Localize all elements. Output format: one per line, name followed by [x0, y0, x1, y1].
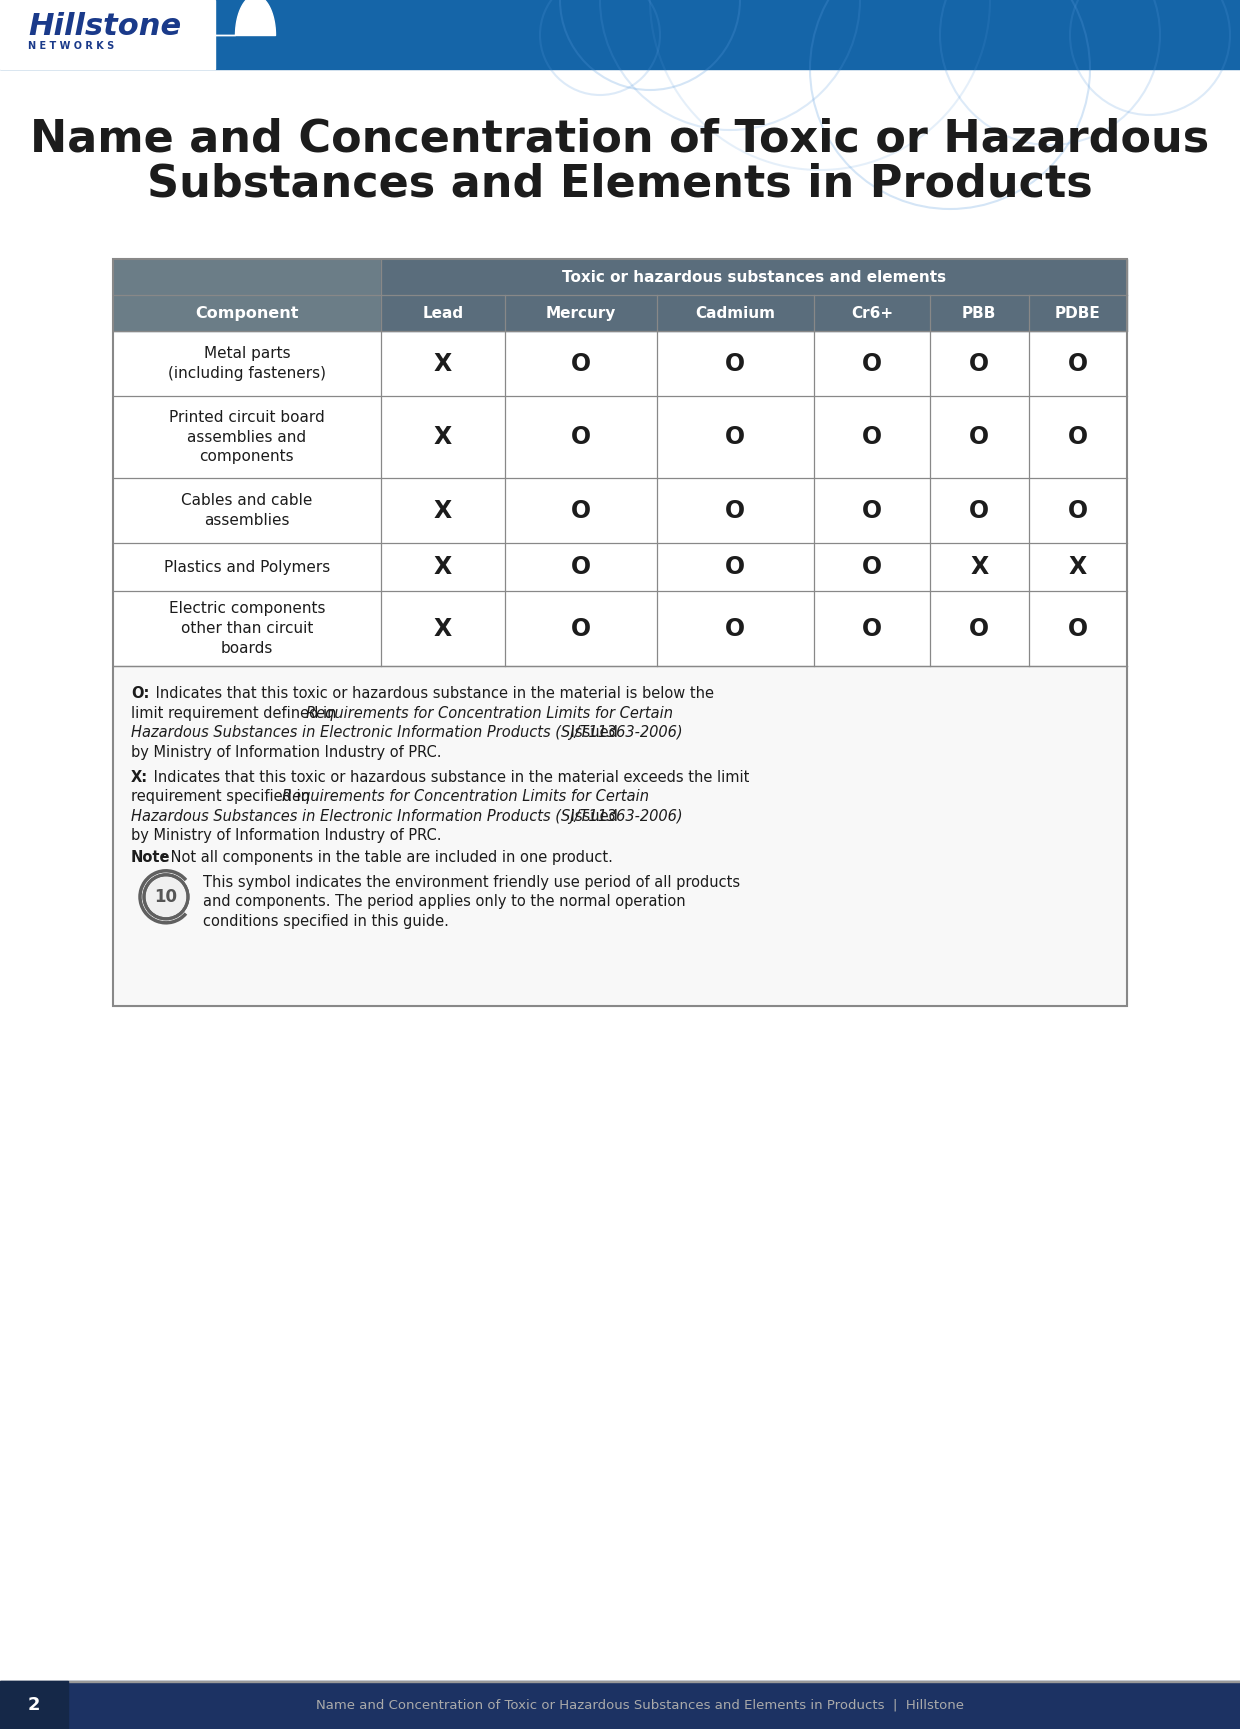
Text: X: X	[434, 498, 451, 522]
Text: PBB: PBB	[962, 306, 997, 320]
Bar	[113, 259, 381, 330]
Text: Cadmium: Cadmium	[696, 306, 775, 320]
Text: Printed circuit board
assemblies and
components: Printed circuit board assemblies and com…	[169, 410, 325, 465]
Text: O: O	[970, 498, 990, 522]
Text: O: O	[862, 555, 882, 579]
Text: PDBE: PDBE	[1055, 306, 1101, 320]
Bar	[815, 296, 930, 330]
Text: Hazardous Substances in Electronic Information Products (SJ/T11363-2006): Hazardous Substances in Electronic Infor…	[131, 724, 683, 740]
Text: Cr6+: Cr6+	[851, 306, 893, 320]
Text: X: X	[970, 555, 988, 579]
Text: N E T W O R K S: N E T W O R K S	[29, 41, 114, 50]
Bar	[381, 296, 505, 330]
Text: O: O	[570, 617, 590, 640]
Text: conditions specified in this guide.: conditions specified in this guide.	[203, 915, 449, 928]
Circle shape	[144, 875, 188, 918]
Text: O: O	[725, 498, 745, 522]
Text: Indicates that this toxic or hazardous substance in the material exceeds the lim: Indicates that this toxic or hazardous s…	[149, 769, 749, 785]
Text: Hillstone: Hillstone	[29, 12, 181, 40]
Text: O: O	[570, 425, 590, 450]
Text: O: O	[725, 425, 745, 450]
Bar	[113, 543, 1127, 591]
Bar	[113, 591, 1127, 666]
Text: O: O	[570, 351, 590, 375]
Bar	[505, 296, 656, 330]
Text: O: O	[725, 555, 745, 579]
Bar	[0, 0, 215, 69]
Text: This symbol indicates the environment friendly use period of all products: This symbol indicates the environment fr…	[203, 875, 740, 890]
Text: X: X	[434, 425, 451, 450]
Text: O: O	[725, 351, 745, 375]
Text: 10: 10	[155, 887, 177, 906]
Text: requirement specified in: requirement specified in	[131, 790, 315, 804]
Text: O: O	[1068, 617, 1087, 640]
Text: Substances and Elements in Products: Substances and Elements in Products	[148, 163, 1092, 206]
Text: and components. The period applies only to the normal operation: and components. The period applies only …	[203, 894, 686, 909]
Text: Indicates that this toxic or hazardous substance in the material is below the: Indicates that this toxic or hazardous s…	[151, 686, 714, 700]
Bar	[113, 396, 1127, 477]
Text: Plastics and Polymers: Plastics and Polymers	[164, 560, 330, 574]
Bar	[0, 1681, 68, 1729]
Bar	[930, 296, 1028, 330]
Text: Hazardous Substances in Electronic Information Products (SJ/T11363-2006): Hazardous Substances in Electronic Infor…	[131, 809, 683, 823]
Text: O: O	[970, 617, 990, 640]
Text: Requirements for Concentration Limits for Certain: Requirements for Concentration Limits fo…	[306, 705, 673, 721]
Text: Requirements for Concentration Limits for Certain: Requirements for Concentration Limits fo…	[281, 790, 649, 804]
Text: by Ministry of Information Industry of PRC.: by Ministry of Information Industry of P…	[131, 745, 441, 759]
Text: : Not all components in the table are included in one product.: : Not all components in the table are in…	[161, 849, 613, 864]
Text: O: O	[862, 617, 882, 640]
Bar	[381, 259, 1127, 296]
Text: 2: 2	[27, 1696, 40, 1713]
Bar	[656, 296, 815, 330]
Text: O: O	[862, 425, 882, 450]
Text: O: O	[1068, 425, 1087, 450]
Bar	[113, 259, 1127, 1006]
Text: O: O	[970, 425, 990, 450]
Text: O: O	[1068, 498, 1087, 522]
Text: O: O	[570, 498, 590, 522]
Bar	[0, 1681, 1240, 1729]
Bar	[1028, 296, 1127, 330]
Text: X: X	[1069, 555, 1087, 579]
Text: O: O	[1068, 351, 1087, 375]
Text: X: X	[434, 351, 451, 375]
Text: Component: Component	[195, 306, 299, 320]
Text: Note: Note	[131, 849, 171, 864]
Text: issued: issued	[565, 809, 618, 823]
Text: Metal parts
(including fasteners): Metal parts (including fasteners)	[167, 346, 326, 380]
Text: X:: X:	[131, 769, 148, 785]
Bar	[0, 0, 1240, 69]
Bar	[113, 477, 1127, 543]
Text: Name and Concentration of Toxic or Hazardous Substances and Elements in Products: Name and Concentration of Toxic or Hazar…	[316, 1698, 963, 1712]
Text: Mercury: Mercury	[546, 306, 616, 320]
Text: Electric components
other than circuit
boards: Electric components other than circuit b…	[169, 602, 325, 655]
Text: O:: O:	[131, 686, 149, 700]
Text: X: X	[434, 617, 451, 640]
Text: Name and Concentration of Toxic or Hazardous: Name and Concentration of Toxic or Hazar…	[30, 118, 1210, 161]
Text: O: O	[862, 351, 882, 375]
Text: O: O	[570, 555, 590, 579]
Bar	[113, 666, 1127, 1006]
Text: X: X	[434, 555, 451, 579]
Text: issued: issued	[565, 724, 618, 740]
Text: O: O	[862, 498, 882, 522]
Text: Lead: Lead	[422, 306, 464, 320]
Text: by Ministry of Information Industry of PRC.: by Ministry of Information Industry of P…	[131, 828, 441, 844]
Text: O: O	[725, 617, 745, 640]
Text: O: O	[970, 351, 990, 375]
Bar	[113, 330, 1127, 396]
Text: Toxic or hazardous substances and elements: Toxic or hazardous substances and elemen…	[562, 270, 946, 285]
Text: limit requirement defined in: limit requirement defined in	[131, 705, 341, 721]
Text: Cables and cable
assemblies: Cables and cable assemblies	[181, 493, 312, 527]
